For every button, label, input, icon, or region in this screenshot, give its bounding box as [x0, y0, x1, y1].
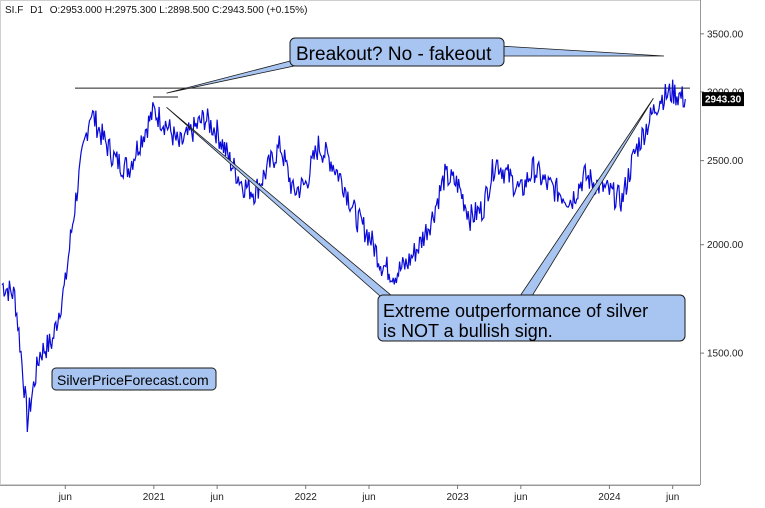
interval-label: D1: [30, 5, 43, 16]
silver-price-series: [1, 79, 686, 433]
top-callout-box: [289, 37, 505, 67]
chart-header: SI.F D1 O:2953.000 H:2975.300 L:2898.500…: [5, 5, 307, 16]
x-tick-label: 2024: [598, 492, 621, 503]
x-tick-label: jun: [513, 492, 527, 503]
plot-area-border: [0, 0, 701, 485]
x-tick-label: 2022: [295, 492, 318, 503]
top-callout-pointer-right: [499, 45, 665, 57]
last-price-label: 2943.30: [705, 95, 742, 106]
last-price-label-bg: [702, 92, 744, 107]
x-tick-label: 2021: [143, 492, 166, 503]
x-tick-label: jun: [58, 492, 72, 503]
top-callout-text: Breakout? No - fakeout: [296, 44, 492, 65]
ohlc-readout: O:2953.000 H:2975.300 L:2898.500 C:2943.…: [50, 5, 308, 16]
bottom-callout-line1: Extreme outperformance of silver: [383, 301, 648, 321]
watermark-text: SilverPriceForecast.com: [57, 372, 209, 388]
bottom-callout-pointer-right: [519, 98, 654, 297]
x-tick-label: jun: [209, 492, 223, 503]
x-tick-label: 2023: [446, 492, 469, 503]
bottom-callout-line2: is NOT a bullish sign.: [383, 321, 553, 341]
x-axis-ticks: jun 2021 jun 2022 jun 2023 jun 2024 jun: [58, 485, 679, 503]
x-tick-label: jun: [665, 492, 679, 503]
last-price-marker: 2943.30: [702, 92, 744, 107]
x-tick-label: jun: [361, 492, 375, 503]
y-tick-label: 2000.00: [707, 240, 744, 251]
bottom-callout-box: [377, 294, 686, 342]
y-tick-label: 1500.00: [707, 349, 744, 360]
y-tick-label: 2500.00: [707, 156, 744, 167]
y-tick-label: 3500.00: [707, 29, 744, 40]
watermark-box: [51, 367, 217, 391]
symbol-label: SI.F: [5, 5, 23, 16]
